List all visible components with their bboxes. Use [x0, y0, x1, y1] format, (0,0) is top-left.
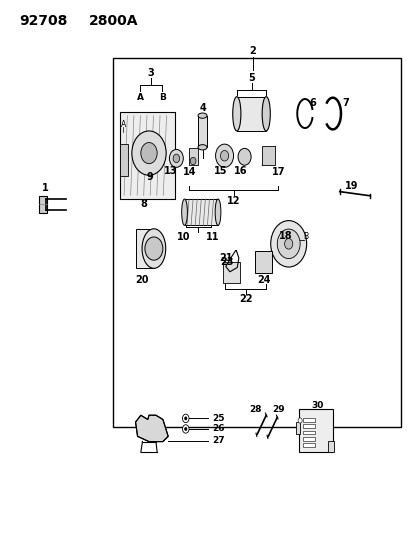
- Circle shape: [277, 229, 299, 259]
- Bar: [303, 431, 314, 434]
- Bar: [303, 437, 314, 441]
- Text: 27: 27: [211, 436, 224, 445]
- Circle shape: [297, 418, 301, 423]
- Ellipse shape: [215, 199, 221, 225]
- Bar: [39, 196, 47, 213]
- Bar: [303, 418, 314, 422]
- Text: 15: 15: [213, 166, 227, 176]
- Circle shape: [215, 144, 233, 167]
- Circle shape: [184, 427, 187, 431]
- Polygon shape: [135, 415, 168, 442]
- Text: 9: 9: [146, 172, 153, 182]
- Circle shape: [270, 221, 306, 267]
- Text: 1: 1: [42, 183, 49, 193]
- Text: B: B: [303, 232, 308, 241]
- Circle shape: [140, 142, 157, 164]
- Ellipse shape: [181, 199, 187, 225]
- Text: 25: 25: [211, 414, 224, 423]
- Circle shape: [237, 148, 251, 165]
- Bar: [120, 144, 128, 176]
- Circle shape: [220, 150, 228, 161]
- Ellipse shape: [197, 113, 206, 118]
- Bar: [197, 116, 206, 147]
- Text: 8: 8: [140, 199, 147, 209]
- Text: 12: 12: [226, 196, 240, 206]
- Text: B: B: [158, 93, 165, 102]
- Text: 6: 6: [309, 98, 316, 108]
- Bar: [295, 422, 299, 434]
- Bar: [223, 262, 239, 284]
- Circle shape: [184, 417, 187, 420]
- Text: 14: 14: [183, 166, 196, 176]
- Text: 23: 23: [219, 257, 233, 267]
- Circle shape: [182, 414, 189, 423]
- Circle shape: [131, 131, 166, 175]
- Text: 20: 20: [135, 274, 149, 285]
- Bar: [327, 441, 333, 452]
- Ellipse shape: [261, 96, 270, 131]
- Text: A: A: [120, 119, 126, 128]
- Circle shape: [173, 154, 179, 163]
- Text: 22: 22: [238, 294, 252, 304]
- Text: 29: 29: [271, 406, 284, 415]
- Ellipse shape: [142, 229, 165, 268]
- Circle shape: [190, 157, 195, 165]
- Bar: [135, 229, 154, 268]
- Text: 28: 28: [248, 406, 261, 415]
- Ellipse shape: [197, 144, 206, 150]
- Text: A: A: [136, 93, 143, 102]
- Bar: [188, 148, 197, 165]
- Bar: [236, 96, 266, 131]
- Bar: [184, 199, 218, 225]
- Text: 2: 2: [249, 46, 256, 56]
- Circle shape: [145, 237, 162, 260]
- Text: 7: 7: [342, 98, 349, 108]
- Bar: [254, 251, 272, 273]
- Text: 5: 5: [247, 73, 254, 83]
- Text: 21: 21: [219, 253, 233, 263]
- Bar: [303, 424, 314, 428]
- Text: 4: 4: [199, 103, 205, 114]
- Bar: [113, 58, 400, 427]
- Bar: [261, 146, 275, 165]
- Bar: [303, 443, 314, 447]
- Text: 2800A: 2800A: [88, 14, 138, 28]
- Circle shape: [169, 149, 183, 167]
- Text: 18: 18: [278, 231, 292, 241]
- Circle shape: [284, 239, 292, 249]
- Text: 3: 3: [147, 68, 154, 78]
- Text: 11: 11: [206, 232, 219, 243]
- Bar: [299, 409, 332, 452]
- Text: 92708: 92708: [19, 14, 67, 28]
- Text: 10: 10: [176, 232, 190, 243]
- Text: 19: 19: [344, 181, 358, 191]
- Text: 24: 24: [257, 275, 270, 285]
- Bar: [120, 112, 175, 199]
- Text: 26: 26: [211, 424, 224, 433]
- Text: 17: 17: [271, 167, 285, 177]
- Circle shape: [182, 425, 189, 433]
- Text: 13: 13: [163, 166, 177, 175]
- Text: 16: 16: [233, 166, 247, 176]
- Ellipse shape: [232, 96, 240, 131]
- Text: 30: 30: [310, 401, 323, 410]
